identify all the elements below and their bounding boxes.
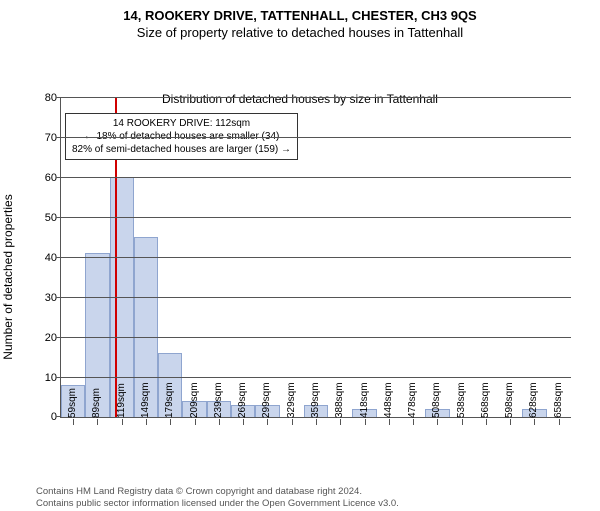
x-tick xyxy=(122,419,123,425)
x-tick-label: 508sqm xyxy=(431,382,442,418)
y-tick-label: 60 xyxy=(33,172,57,184)
x-tick xyxy=(97,419,98,425)
x-tick-label: 388sqm xyxy=(334,382,345,418)
x-tick-label: 59sqm xyxy=(67,388,78,418)
x-tick-label: 359sqm xyxy=(310,382,321,418)
annotation-line3: 82% of semi-detached houses are larger (… xyxy=(72,143,291,156)
x-tick xyxy=(462,419,463,425)
x-tick-label: 628sqm xyxy=(528,382,539,418)
x-tick xyxy=(413,419,414,425)
x-tick-label: 119sqm xyxy=(116,383,127,418)
x-tick xyxy=(195,419,196,425)
x-tick xyxy=(437,419,438,425)
attribution-line1: Contains HM Land Registry data © Crown c… xyxy=(36,486,600,498)
x-tick-label: 598sqm xyxy=(504,382,515,418)
x-tick-label: 448sqm xyxy=(383,382,394,418)
y-tick-label: 0 xyxy=(33,411,57,423)
x-tick xyxy=(510,419,511,425)
x-tick xyxy=(219,419,220,425)
y-tick-label: 80 xyxy=(33,92,57,104)
x-tick-label: 568sqm xyxy=(480,382,491,418)
x-tick xyxy=(316,419,317,425)
x-tick xyxy=(170,419,171,425)
x-tick-label: 538sqm xyxy=(456,382,467,418)
y-tick-label: 30 xyxy=(33,292,57,304)
chart-container: Number of detached properties 59sqm89sqm… xyxy=(20,92,580,462)
y-tick-label: 20 xyxy=(33,332,57,344)
y-gridline: 60 xyxy=(61,177,571,178)
x-tick xyxy=(146,419,147,425)
x-tick xyxy=(243,419,244,425)
y-gridline: 70 xyxy=(61,137,571,138)
x-tick xyxy=(340,419,341,425)
y-gridline: 10 xyxy=(61,377,571,378)
x-tick xyxy=(486,419,487,425)
x-tick-label: 658sqm xyxy=(553,382,564,418)
y-gridline: 30 xyxy=(61,297,571,298)
x-tick xyxy=(389,419,390,425)
y-gridline: 40 xyxy=(61,257,571,258)
x-tick-label: 89sqm xyxy=(91,388,102,418)
x-tick xyxy=(534,419,535,425)
x-tick xyxy=(292,419,293,425)
x-tick-label: 179sqm xyxy=(164,382,175,418)
x-tick-label: 299sqm xyxy=(261,382,272,418)
x-tick-label: 209sqm xyxy=(189,382,200,418)
y-axis-label: Number of detached properties xyxy=(1,194,15,359)
x-tick-label: 149sqm xyxy=(140,382,151,418)
y-tick-label: 50 xyxy=(33,212,57,224)
x-tick-label: 329sqm xyxy=(286,382,297,418)
x-tick xyxy=(267,419,268,425)
annotation-line1: 14 ROOKERY DRIVE: 112sqm xyxy=(72,117,291,130)
y-gridline: 50 xyxy=(61,217,571,218)
attribution: Contains HM Land Registry data © Crown c… xyxy=(36,486,600,511)
x-tick xyxy=(559,419,560,425)
x-tick xyxy=(365,419,366,425)
x-tick xyxy=(73,419,74,425)
title-line2: Size of property relative to detached ho… xyxy=(0,25,600,40)
attribution-line2: Contains public sector information licen… xyxy=(36,498,600,510)
x-tick-label: 269sqm xyxy=(237,382,248,418)
y-tick-label: 40 xyxy=(33,252,57,264)
y-gridline: 20 xyxy=(61,337,571,338)
plot-area: 59sqm 89sqm 119sqm 149sqm 179sqm 209sqm 239sqm… xyxy=(60,97,571,418)
y-tick-label: 10 xyxy=(33,372,57,384)
x-tick-label: 418sqm xyxy=(359,382,370,418)
y-tick-label: 70 xyxy=(33,132,57,144)
x-tick-label: 239sqm xyxy=(213,382,224,418)
x-tick-label: 478sqm xyxy=(407,382,418,418)
title-line1: 14, ROOKERY DRIVE, TATTENHALL, CHESTER, … xyxy=(0,8,600,23)
y-gridline: 80 xyxy=(61,97,571,98)
